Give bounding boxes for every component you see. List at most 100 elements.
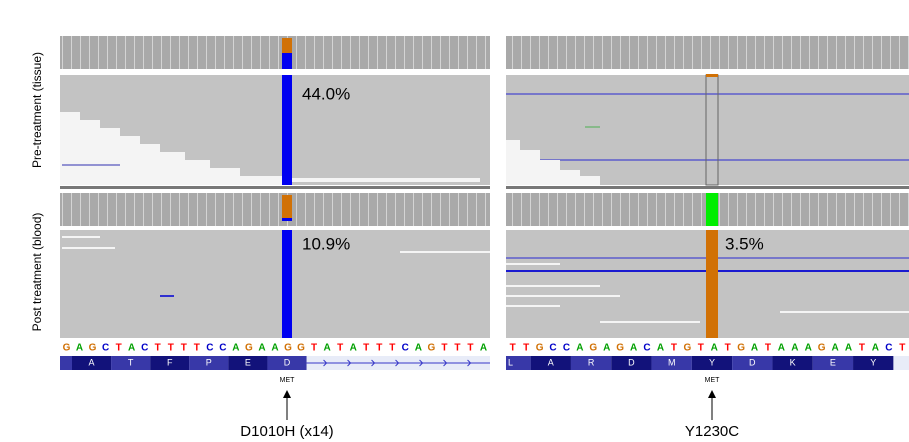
- variant-column: [282, 75, 292, 185]
- amino-acid: E: [830, 357, 836, 367]
- base: C: [643, 343, 650, 354]
- reads-track: [60, 230, 490, 338]
- base: T: [441, 343, 447, 354]
- amino-acid: M: [668, 357, 676, 367]
- base: T: [454, 343, 460, 354]
- base: T: [194, 343, 200, 354]
- reads-track: [506, 75, 909, 185]
- left-panel: 44.0% 10.9%: [60, 36, 490, 338]
- base: A: [258, 343, 265, 354]
- base: A: [76, 343, 83, 354]
- base: A: [711, 343, 718, 354]
- base: T: [168, 343, 174, 354]
- base: T: [155, 343, 161, 354]
- base: C: [102, 343, 109, 354]
- base: T: [765, 343, 771, 354]
- igv-figure: Pre-treatment (tissue) Post treatment (b…: [0, 0, 909, 442]
- variant-column: [282, 230, 292, 338]
- coverage-track: [60, 36, 490, 69]
- amino-acid: D: [628, 357, 635, 367]
- allele-frequency: 10.9%: [302, 234, 350, 253]
- amino-acid: P: [206, 357, 212, 367]
- gene-label: MET: [280, 377, 296, 384]
- base: A: [630, 343, 637, 354]
- base: T: [510, 343, 516, 354]
- base: A: [480, 343, 487, 354]
- coverage-variant: [706, 193, 718, 226]
- base: G: [818, 343, 826, 354]
- base: G: [589, 343, 597, 354]
- row-label: Pre-treatment (tissue): [30, 52, 44, 168]
- allele-frequency: 3.5%: [725, 234, 764, 253]
- separator: [506, 186, 909, 189]
- base: C: [206, 343, 213, 354]
- base: A: [845, 343, 852, 354]
- base: C: [563, 343, 570, 354]
- codon: [60, 356, 72, 370]
- base: A: [657, 343, 664, 354]
- base: T: [698, 343, 704, 354]
- base: G: [245, 343, 253, 354]
- amino-acid: F: [167, 357, 173, 367]
- base: A: [603, 343, 610, 354]
- coverage-variant: [282, 195, 292, 218]
- base: G: [297, 343, 305, 354]
- amino-acid: R: [49, 357, 56, 367]
- gene-label: MET: [705, 377, 721, 384]
- mutation-label: D1010H (x14): [240, 423, 333, 440]
- coverage-variant: [706, 74, 718, 77]
- base: G: [427, 343, 435, 354]
- coverage-track: [60, 193, 490, 226]
- amino-acid: Y: [709, 357, 715, 367]
- amino-acid: T: [128, 357, 134, 367]
- mutation-label: Y1230C: [685, 423, 739, 440]
- separator: [60, 186, 490, 189]
- arrow-head: [708, 390, 716, 398]
- base: G: [89, 343, 97, 354]
- coverage-variant: [282, 53, 292, 69]
- arrow-head: [283, 390, 291, 398]
- base: C: [141, 343, 148, 354]
- base: A: [324, 343, 331, 354]
- amino-acid: Y: [870, 357, 876, 367]
- base: T: [116, 343, 122, 354]
- base: A: [576, 343, 583, 354]
- row-label: Post treatment (blood): [30, 213, 44, 332]
- base: C: [549, 343, 556, 354]
- base: T: [725, 343, 731, 354]
- base: T: [311, 343, 317, 354]
- base: A: [350, 343, 357, 354]
- base: A: [751, 343, 758, 354]
- amino-acid: R: [588, 357, 595, 367]
- coverage-variant: [282, 38, 292, 53]
- figure: Pre-treatment (tissue) Post treatment (b…: [0, 0, 909, 442]
- base: G: [737, 343, 745, 354]
- amino-acid: E: [245, 357, 251, 367]
- base: T: [376, 343, 382, 354]
- base: T: [523, 343, 529, 354]
- base: T: [467, 343, 473, 354]
- amino-acid: D: [284, 357, 291, 367]
- base: A: [805, 343, 812, 354]
- base: G: [63, 343, 71, 354]
- base: A: [128, 343, 135, 354]
- right-panel: 3.5%: [506, 36, 909, 338]
- coverage-track: [506, 36, 909, 69]
- base: C: [402, 343, 409, 354]
- base: C: [219, 343, 226, 354]
- base: T: [671, 343, 677, 354]
- base: T: [899, 343, 905, 354]
- base: T: [337, 343, 343, 354]
- base: G: [683, 343, 691, 354]
- base: G: [616, 343, 624, 354]
- base: T: [859, 343, 865, 354]
- base: A: [791, 343, 798, 354]
- base: A: [415, 343, 422, 354]
- base: C: [885, 343, 892, 354]
- amino-acid: L: [508, 357, 513, 367]
- amino-acid: K: [790, 357, 796, 367]
- coverage-variant: [282, 218, 292, 221]
- allele-frequency: 44.0%: [302, 84, 350, 103]
- variant-column: [706, 230, 718, 338]
- base: T: [389, 343, 395, 354]
